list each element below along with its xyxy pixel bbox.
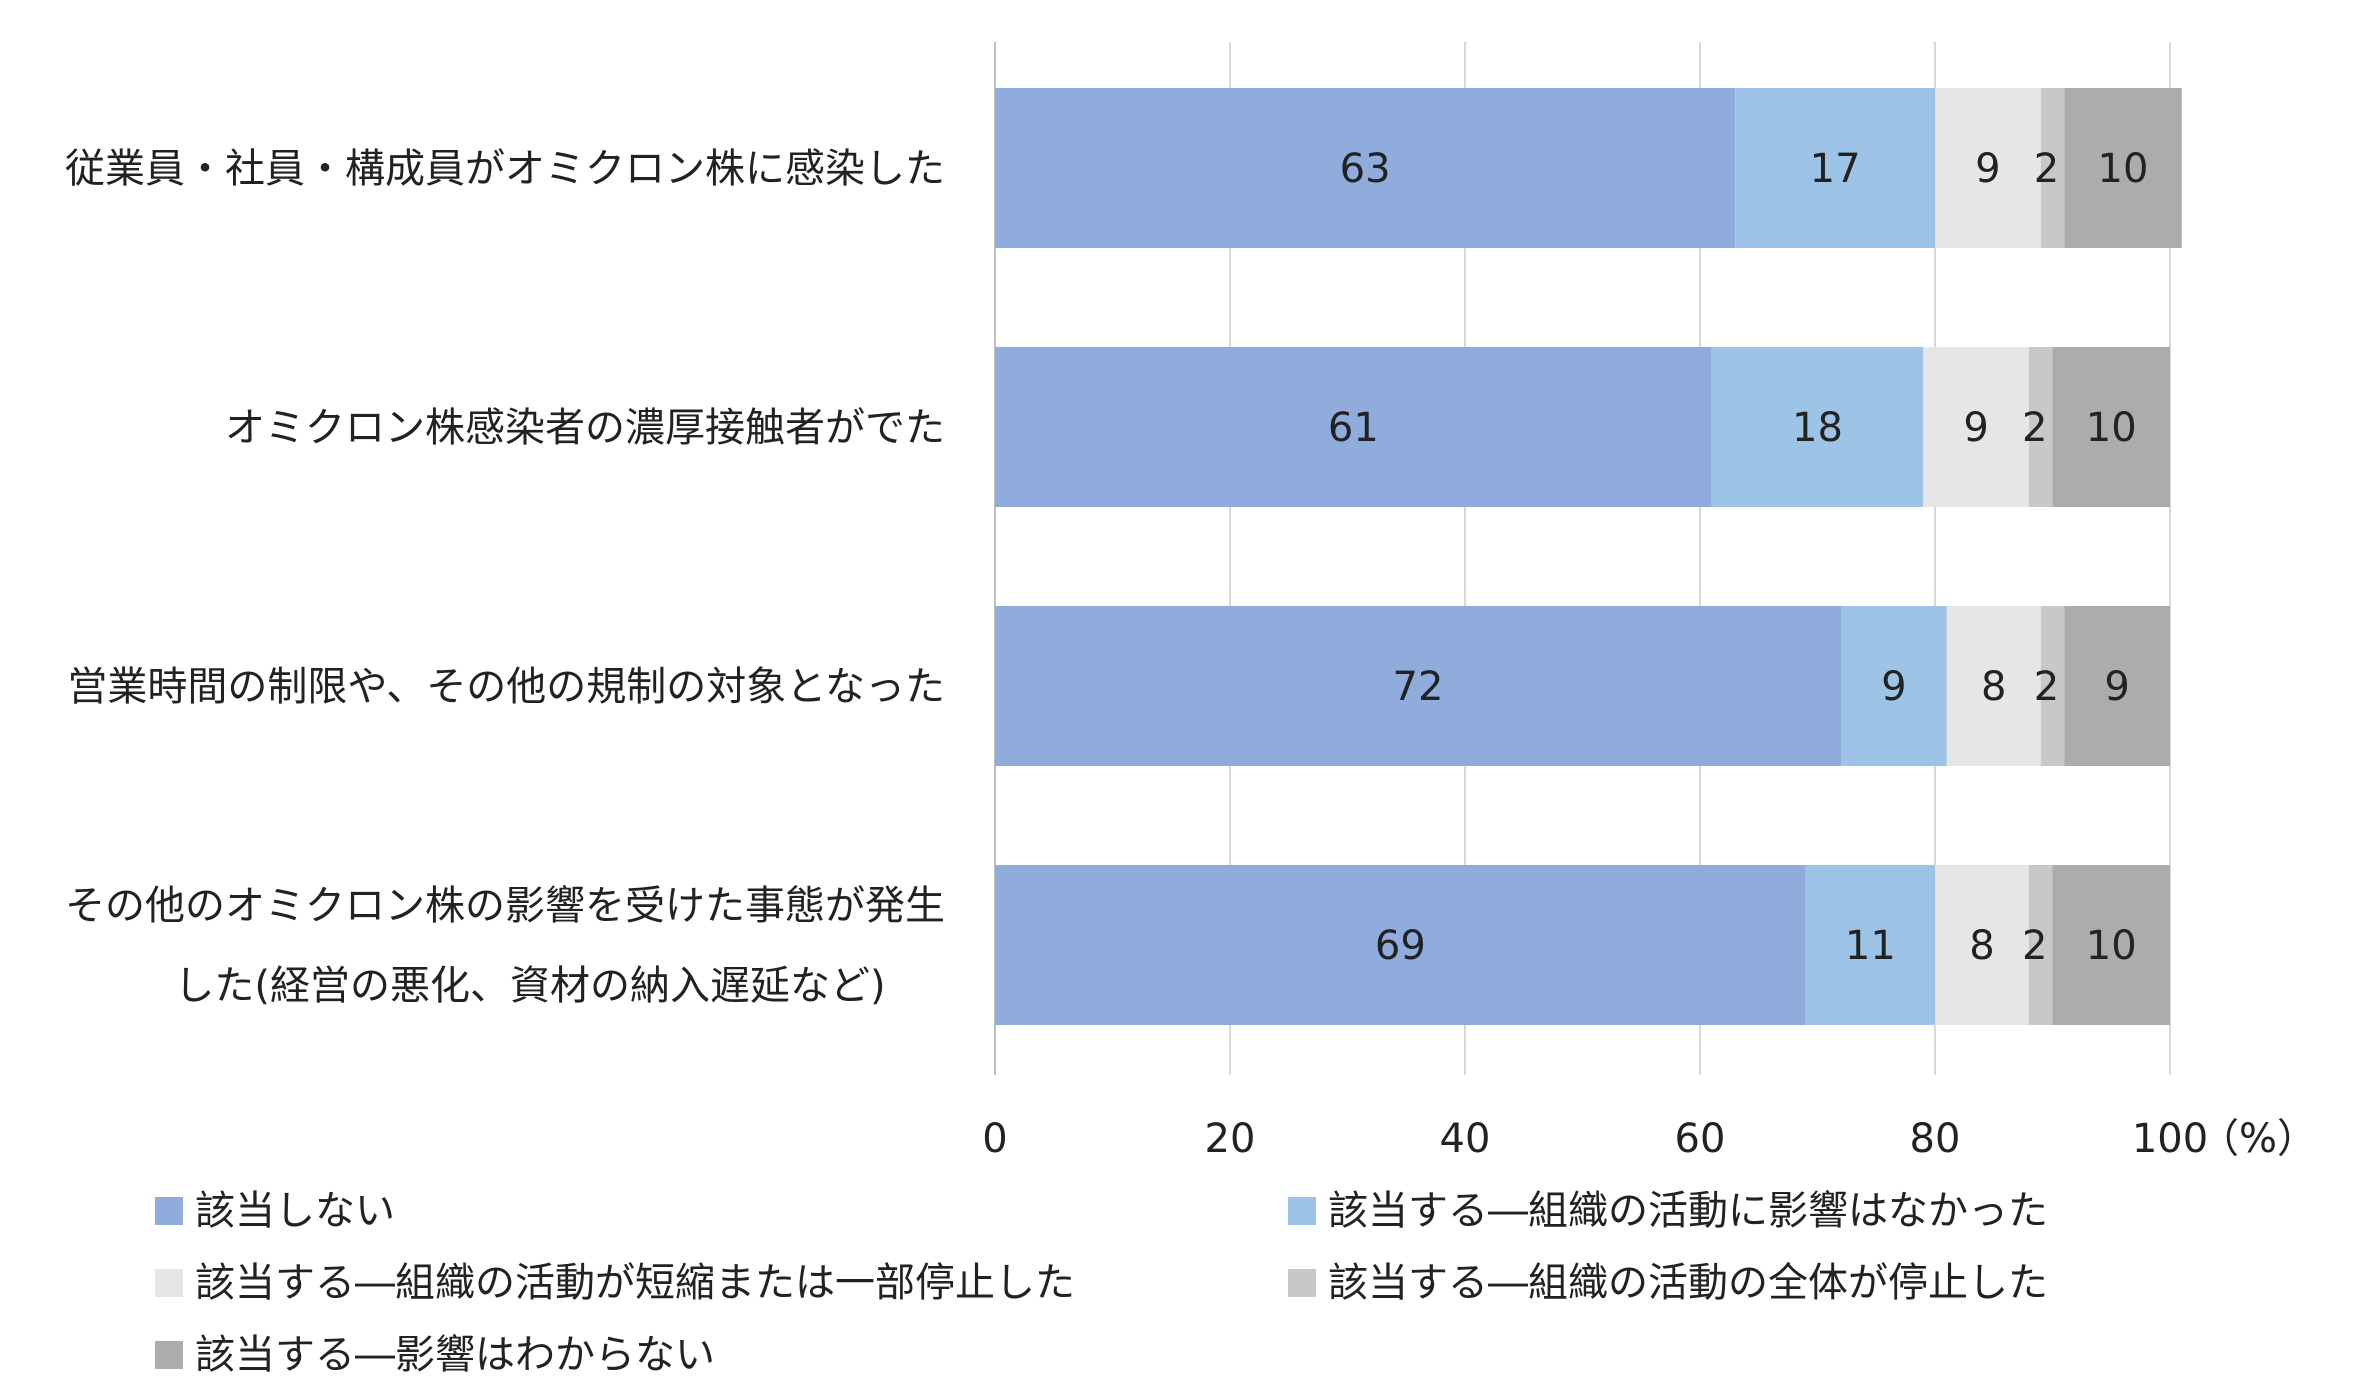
legend-swatch [155, 1197, 183, 1225]
bar-value-label: 2 [2022, 405, 2047, 451]
bar-segment [995, 347, 1712, 507]
legend-item: 該当しない [155, 1175, 395, 1247]
bar-value-label: 9 [1975, 146, 2000, 192]
bar-value-label: 17 [1810, 146, 1861, 192]
legend-item: 該当する―組織の活動に影響はなかった [1288, 1175, 2048, 1247]
bar-segment [1935, 88, 2041, 248]
legend-swatch [1288, 1197, 1316, 1225]
legend-item: 該当する―組織の活動の全体が停止した [1288, 1247, 2048, 1319]
x-tick-label: 0 [982, 1116, 1007, 1162]
bar-segment [1923, 347, 2029, 507]
x-tick-label: 100 [2132, 1116, 2208, 1162]
bar-segment [2029, 347, 2053, 507]
chart-legend: 該当しない 該当する―組織の活動に影響はなかった該当する―組織の活動が短縮または一… [0, 1175, 2374, 1391]
bar-value-label: 9 [1881, 664, 1906, 710]
legend-label: 該当する―影響はわからない [195, 1332, 715, 1378]
bar-segment [2029, 865, 2053, 1025]
bar-segment [995, 865, 1806, 1025]
legend-label: 該当する―組織の活動の全体が停止した [1328, 1260, 2048, 1306]
bar-value-label: 69 [1375, 923, 1426, 969]
x-tick-label: 40 [1440, 1116, 1491, 1162]
bar-value-label: 10 [2098, 146, 2149, 192]
legend-swatch [155, 1341, 183, 1369]
bar-value-label: 10 [2086, 405, 2137, 451]
category-label-line: した(経営の悪化、資材の納入遅延など) [174, 963, 885, 1009]
legend-label: 該当する―組織の活動が短縮または一部停止した [195, 1260, 1075, 1306]
category-label: オミクロン株感染者の濃厚接触者がでた [225, 405, 945, 451]
bar-value-label: 2 [2022, 923, 2047, 969]
x-axis-unit: （%） [2199, 1116, 2317, 1162]
bar-value-label: 9 [2104, 664, 2129, 710]
x-tick-label: 80 [1910, 1116, 1961, 1162]
bar-segment [2064, 606, 2170, 766]
bar-segment [2052, 865, 2170, 1025]
bar-segment [995, 606, 1841, 766]
legend-item: 該当する―影響はわからない [155, 1319, 715, 1391]
legend-label: 該当する―組織の活動に影響はなかった [1328, 1188, 2048, 1234]
bar-value-label: 9 [1963, 405, 1988, 451]
bar-segment [1946, 606, 2041, 766]
bar-segment [1841, 606, 1947, 766]
category-label: 従業員・社員・構成員がオミクロン株に感染した [65, 146, 945, 192]
bar-value-label: 8 [1969, 923, 1994, 969]
bar-segment [1711, 347, 1924, 507]
bar-segment [1935, 865, 2029, 1025]
x-tick-label: 60 [1675, 1116, 1726, 1162]
bar-value-label: 18 [1792, 405, 1843, 451]
bar-value-label: 2 [2034, 146, 2059, 192]
bar-segment [2040, 606, 2065, 766]
bar-segment [1805, 865, 1935, 1025]
bar-value-label: 11 [1845, 923, 1896, 969]
legend-swatch [1288, 1269, 1316, 1297]
bar-value-label: 10 [2086, 923, 2137, 969]
bar-value-label: 72 [1393, 664, 1444, 710]
bar-segment [2052, 347, 2170, 507]
bar-segment [1735, 88, 1935, 248]
bar-value-label: 8 [1981, 664, 2006, 710]
legend-swatch [155, 1269, 183, 1297]
bar-segment [995, 88, 1736, 248]
bar-segment [2040, 88, 2065, 248]
bar-value-label: 61 [1328, 405, 1379, 451]
category-label-line: その他のオミクロン株の影響を受けた事態が発生 [65, 883, 945, 929]
category-label: 営業時間の制限や、その他の規制の対象となった [67, 664, 945, 710]
bar-segment [2064, 88, 2182, 248]
bar-value-label: 2 [2034, 664, 2059, 710]
bar-value-label: 63 [1340, 146, 1391, 192]
legend-label: 該当しない [195, 1188, 395, 1234]
x-tick-label: 20 [1205, 1116, 1256, 1162]
legend-item: 該当する―組織の活動が短縮または一部停止した [155, 1247, 1075, 1319]
